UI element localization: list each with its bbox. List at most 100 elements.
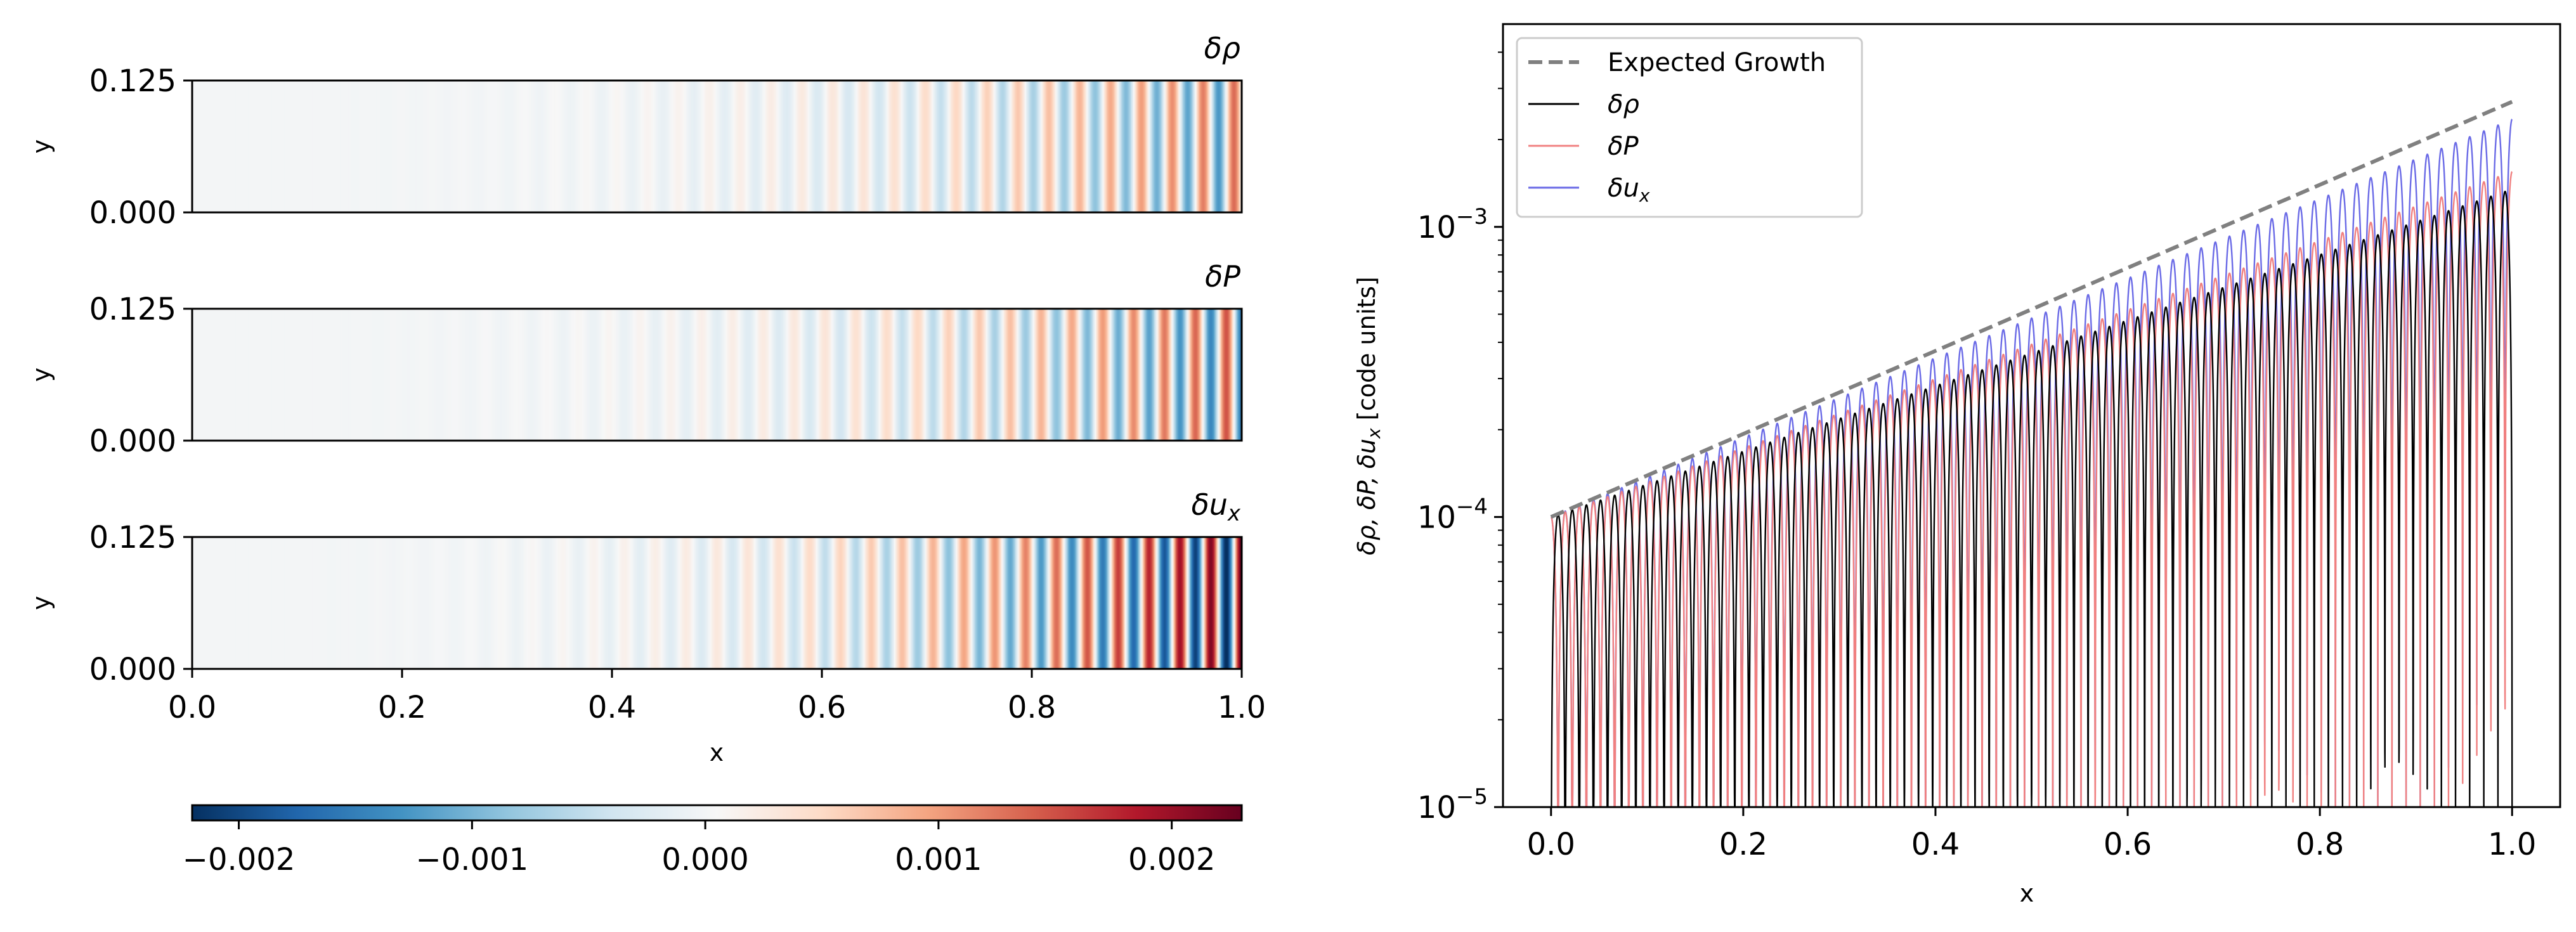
heatmap-cell — [208, 537, 211, 669]
heatmap-cell — [754, 537, 756, 669]
heatmap-cell — [1049, 537, 1051, 669]
heatmap-cell — [282, 537, 284, 669]
heatmap-cell — [358, 81, 361, 212]
heatmap-cell — [910, 537, 913, 669]
heatmap-cell — [995, 81, 998, 212]
heatmap-cell — [214, 537, 216, 669]
heatmap-cell — [497, 537, 500, 669]
heatmap-cell — [687, 309, 689, 441]
heatmap-cell — [362, 309, 364, 441]
heatmap-cell — [1173, 537, 1174, 669]
heatmap-cell — [368, 537, 370, 669]
heatmap-cell — [778, 537, 781, 669]
heatmap-cell — [578, 309, 580, 441]
heatmap-cell — [1013, 81, 1015, 212]
heatmap-cell — [796, 81, 798, 212]
heatmap-cell — [460, 309, 462, 441]
heatmap-cell — [931, 309, 933, 441]
heatmap-cell — [710, 309, 712, 441]
heatmap-cell — [625, 537, 627, 669]
heatmap-cell — [952, 81, 954, 212]
heatmap-cell — [881, 81, 883, 212]
heatmap-cell — [679, 309, 682, 441]
heatmap-cell — [249, 81, 251, 212]
heatmap-cell — [309, 81, 312, 212]
heatmap-cell — [521, 81, 523, 212]
heatmap-cell — [445, 309, 447, 441]
heatmap-cell — [423, 81, 425, 212]
heatmap-cell — [714, 81, 717, 212]
heatmap-cell — [769, 309, 771, 441]
heatmap-cell — [643, 309, 646, 441]
heatmap-cell — [315, 81, 318, 212]
heatmap-cell — [854, 81, 856, 212]
heatmap-cell — [540, 537, 543, 669]
heatmap-cell — [1093, 81, 1095, 212]
heatmap-cell — [929, 309, 931, 441]
heatmap-cell — [616, 309, 618, 441]
heatmap-cell — [705, 309, 707, 441]
heatmap-cell — [586, 309, 588, 441]
heatmap-cell — [644, 537, 646, 669]
heatmap-cell — [1039, 309, 1041, 441]
heatmap-cell — [363, 309, 365, 441]
heatmap-cell — [297, 81, 299, 212]
heatmap-cell — [842, 309, 843, 441]
heatmap-cell — [1218, 309, 1220, 441]
heatmap-cell — [1025, 81, 1028, 212]
heatmap-cell — [1235, 537, 1238, 669]
heatmap-cell — [657, 81, 660, 212]
heatmap-cell — [755, 309, 757, 441]
heatmap-cell — [729, 309, 732, 441]
heatmap-cell — [398, 537, 400, 669]
heatmap-cell — [490, 309, 493, 441]
heatmap-cell — [351, 309, 354, 441]
heatmap-cell — [525, 309, 528, 441]
heatmap-cell — [1079, 309, 1081, 441]
heatmap-cell — [1188, 537, 1190, 669]
heatmap-cell — [219, 537, 221, 669]
heatmap-cell — [741, 81, 743, 212]
heatmap-cell — [627, 537, 629, 669]
heatmap-cell — [1111, 537, 1113, 669]
heatmap-cell — [855, 81, 857, 212]
heatmap-cell — [316, 537, 319, 669]
heatmap-cell — [829, 309, 832, 441]
heatmap-cell — [753, 81, 755, 212]
heatmap-cell — [275, 81, 276, 212]
heatmap-cell — [258, 537, 261, 669]
heatmap-cell — [724, 309, 725, 441]
heatmap-cell — [1204, 537, 1206, 669]
heatmap-cell — [762, 309, 764, 441]
heatmap-cell — [411, 81, 413, 212]
heatmap-cell — [615, 537, 617, 669]
heatmap-cell — [235, 309, 237, 441]
heatmap-cell — [914, 309, 916, 441]
heatmap-cell — [485, 537, 486, 669]
heatmap-cell — [1078, 537, 1080, 669]
heatmap-cell — [394, 537, 397, 669]
heatmap-cell — [530, 537, 532, 669]
heatmap-cell — [873, 81, 875, 212]
heatmap-cell — [938, 537, 940, 669]
heatmap-cell — [516, 537, 518, 669]
heatmap-cell — [630, 81, 632, 212]
heatmap-cell — [599, 537, 601, 669]
heatmap-cell — [1091, 81, 1093, 212]
heatmap-cell — [894, 537, 896, 669]
heatmap-cell — [697, 537, 699, 669]
heatmap-cell — [597, 81, 600, 212]
heatmap-cell — [533, 81, 536, 212]
heatmap-cell — [986, 537, 988, 669]
heatmap-cell — [1010, 537, 1012, 669]
heatmap-cell — [1116, 81, 1117, 212]
heatmap-cell — [405, 81, 407, 212]
heatmap-cell — [922, 81, 924, 212]
heatmap-cell — [430, 81, 432, 212]
heatmap-cell — [988, 537, 991, 669]
heatmap-cell — [812, 81, 814, 212]
heatmap-cell — [283, 309, 285, 441]
heatmap-cell — [676, 537, 678, 669]
heatmap-cell — [678, 81, 680, 212]
heatmap-cell — [602, 81, 604, 212]
